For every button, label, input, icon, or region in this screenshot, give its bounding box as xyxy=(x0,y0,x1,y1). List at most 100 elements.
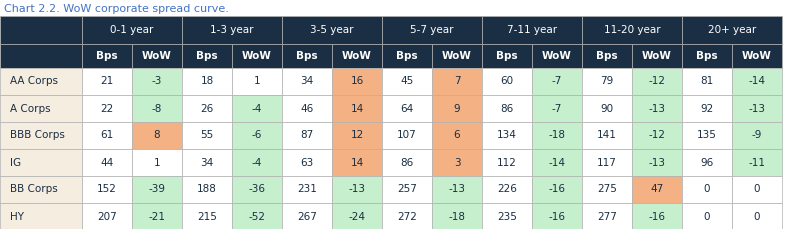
Text: 11-20 year: 11-20 year xyxy=(604,25,660,35)
Bar xyxy=(382,16,482,44)
Text: 207: 207 xyxy=(97,212,117,221)
Bar xyxy=(82,122,132,149)
Bar xyxy=(432,122,482,149)
Text: 257: 257 xyxy=(397,185,417,194)
Bar xyxy=(432,68,482,95)
Text: A Corps: A Corps xyxy=(9,104,50,114)
Text: 7: 7 xyxy=(454,76,460,87)
Bar xyxy=(582,203,632,229)
Text: 134: 134 xyxy=(497,131,517,141)
Text: -13: -13 xyxy=(749,104,765,114)
Text: 7-11 year: 7-11 year xyxy=(507,25,557,35)
Text: Bps: Bps xyxy=(196,51,217,61)
Bar xyxy=(182,203,232,229)
Text: 117: 117 xyxy=(597,158,617,167)
Text: 141: 141 xyxy=(597,131,617,141)
Bar xyxy=(432,176,482,203)
Text: -18: -18 xyxy=(448,212,466,221)
Text: -9: -9 xyxy=(752,131,762,141)
Text: 1-3 year: 1-3 year xyxy=(210,25,254,35)
Text: 64: 64 xyxy=(400,104,414,114)
Text: 46: 46 xyxy=(300,104,314,114)
Text: -18: -18 xyxy=(548,131,566,141)
Text: 22: 22 xyxy=(100,104,113,114)
Text: WoW: WoW xyxy=(642,51,672,61)
Bar xyxy=(582,149,632,176)
Bar xyxy=(632,44,682,68)
Bar xyxy=(682,16,782,44)
Text: 47: 47 xyxy=(650,185,663,194)
Bar xyxy=(432,95,482,122)
Bar xyxy=(0,176,82,203)
Bar xyxy=(282,16,382,44)
Bar xyxy=(732,95,782,122)
Bar xyxy=(132,149,182,176)
Bar xyxy=(182,44,232,68)
Bar xyxy=(482,203,532,229)
Bar xyxy=(532,68,582,95)
Text: 0: 0 xyxy=(704,212,710,221)
Text: 0: 0 xyxy=(754,185,760,194)
Bar xyxy=(582,16,682,44)
Text: -52: -52 xyxy=(248,212,266,221)
Bar xyxy=(732,176,782,203)
Bar xyxy=(332,149,382,176)
Text: Bps: Bps xyxy=(496,51,518,61)
Bar xyxy=(382,149,432,176)
Bar xyxy=(282,68,332,95)
Bar xyxy=(682,149,732,176)
Text: 267: 267 xyxy=(297,212,317,221)
Text: 21: 21 xyxy=(100,76,113,87)
Bar xyxy=(732,68,782,95)
Bar xyxy=(532,203,582,229)
Bar xyxy=(132,95,182,122)
Bar xyxy=(332,176,382,203)
Text: 12: 12 xyxy=(351,131,363,141)
Text: 63: 63 xyxy=(300,158,314,167)
Bar xyxy=(732,203,782,229)
Bar xyxy=(332,203,382,229)
Bar xyxy=(532,122,582,149)
Text: 235: 235 xyxy=(497,212,517,221)
Text: Bps: Bps xyxy=(597,51,618,61)
Bar xyxy=(532,176,582,203)
Text: 231: 231 xyxy=(297,185,317,194)
Text: 16: 16 xyxy=(351,76,363,87)
Bar xyxy=(82,149,132,176)
Bar xyxy=(432,203,482,229)
Bar xyxy=(182,122,232,149)
Text: -4: -4 xyxy=(252,158,262,167)
Text: -21: -21 xyxy=(148,212,165,221)
Text: 34: 34 xyxy=(300,76,314,87)
Bar xyxy=(0,44,82,68)
Bar xyxy=(582,68,632,95)
Bar xyxy=(82,203,132,229)
Bar xyxy=(282,176,332,203)
Bar xyxy=(0,203,82,229)
Text: 92: 92 xyxy=(701,104,714,114)
Text: Bps: Bps xyxy=(296,51,318,61)
Text: -16: -16 xyxy=(649,212,666,221)
Text: 9: 9 xyxy=(454,104,460,114)
Text: 3: 3 xyxy=(454,158,460,167)
Text: -16: -16 xyxy=(548,185,566,194)
Bar xyxy=(0,122,82,149)
Text: 275: 275 xyxy=(597,185,617,194)
Bar xyxy=(0,149,82,176)
Bar xyxy=(132,203,182,229)
Text: -11: -11 xyxy=(749,158,765,167)
Bar xyxy=(132,44,182,68)
Bar xyxy=(682,122,732,149)
Text: 86: 86 xyxy=(400,158,414,167)
Bar xyxy=(382,95,432,122)
Bar xyxy=(382,122,432,149)
Text: Bps: Bps xyxy=(96,51,118,61)
Text: Bps: Bps xyxy=(696,51,718,61)
Text: WoW: WoW xyxy=(542,51,572,61)
Bar xyxy=(232,149,282,176)
Bar xyxy=(182,95,232,122)
Text: WoW: WoW xyxy=(142,51,172,61)
Bar xyxy=(182,16,282,44)
Bar xyxy=(332,44,382,68)
Bar xyxy=(632,203,682,229)
